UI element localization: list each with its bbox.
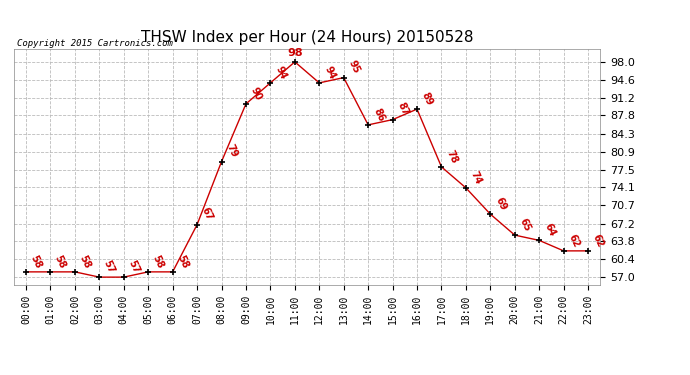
Text: 57: 57 (126, 259, 141, 276)
Text: 62: 62 (591, 232, 606, 249)
Text: 64: 64 (542, 222, 557, 238)
Text: Copyright 2015 Cartronics.com: Copyright 2015 Cartronics.com (17, 39, 173, 48)
Text: 94: 94 (273, 64, 288, 81)
Text: 58: 58 (175, 254, 190, 270)
Text: 62: 62 (566, 232, 582, 249)
Text: 58: 58 (77, 254, 92, 270)
Text: 86: 86 (371, 106, 386, 123)
Text: THSW  (°F): THSW (°F) (545, 32, 604, 42)
Text: 90: 90 (249, 86, 264, 102)
Text: 74: 74 (469, 170, 484, 186)
Title: THSW Index per Hour (24 Hours) 20150528: THSW Index per Hour (24 Hours) 20150528 (141, 30, 473, 45)
Text: 65: 65 (518, 217, 533, 233)
Text: 78: 78 (444, 148, 460, 165)
Text: 58: 58 (28, 254, 43, 270)
Text: 87: 87 (395, 101, 411, 117)
Text: 95: 95 (346, 59, 362, 75)
Text: 69: 69 (493, 196, 508, 212)
Text: 58: 58 (53, 254, 68, 270)
Text: 58: 58 (150, 254, 166, 270)
Text: 94: 94 (322, 64, 337, 81)
Text: 57: 57 (102, 259, 117, 276)
Text: 98: 98 (287, 48, 303, 58)
Text: 67: 67 (200, 206, 215, 222)
Text: 89: 89 (420, 90, 435, 107)
Text: 79: 79 (224, 143, 239, 159)
